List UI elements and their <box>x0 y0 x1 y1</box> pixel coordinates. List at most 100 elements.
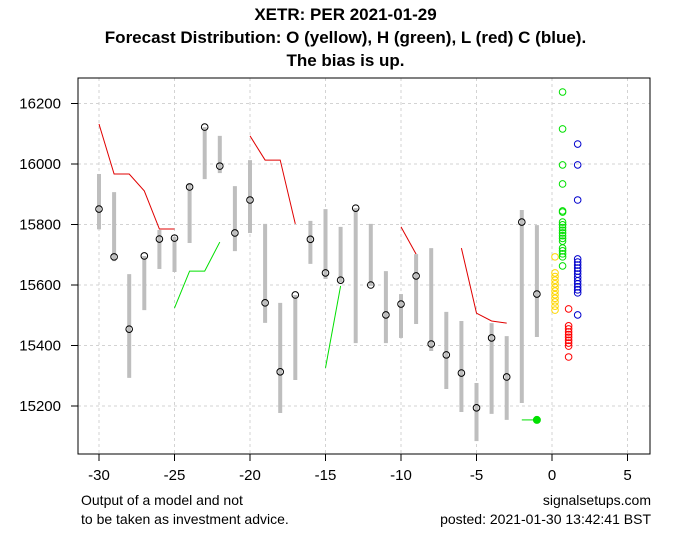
close-marker <box>110 253 118 261</box>
close-marker <box>502 373 511 381</box>
close-marker <box>185 183 194 191</box>
source-site: signalsetups.com <box>542 492 651 508</box>
close-distribution-point <box>573 283 582 291</box>
close-marker <box>140 252 149 260</box>
high-distribution-point <box>558 221 567 229</box>
posted-timestamp: posted: 2021-01-30 13:42:41 BST <box>440 511 651 527</box>
x-tick-label: -20 <box>239 467 261 484</box>
chart-marks <box>95 88 582 442</box>
high-distribution-point <box>558 234 567 243</box>
open-distribution-point <box>551 272 559 281</box>
high-distribution-point <box>558 218 567 226</box>
close-distribution-point <box>573 258 582 266</box>
green-line <box>325 285 342 368</box>
x-tick-label: 5 <box>623 467 631 484</box>
x-tick-label: -30 <box>88 467 110 484</box>
close-distribution-point <box>573 264 582 272</box>
close-marker <box>412 272 420 280</box>
open-distribution-point <box>551 276 559 284</box>
disclaimer-line-1: Output of a model and not <box>81 492 243 508</box>
open-distribution-point <box>551 287 559 295</box>
red-line <box>460 247 507 324</box>
x-tick-label: -10 <box>390 467 412 484</box>
close-marker <box>321 269 330 277</box>
close-marker <box>200 123 209 131</box>
open-distribution-point <box>551 269 559 277</box>
open-distribution-point <box>551 253 559 261</box>
y-tick-label: 15400 <box>19 338 61 355</box>
high-distribution-point <box>558 253 567 261</box>
close-distribution-point <box>573 279 582 288</box>
close-distribution-point <box>573 286 582 294</box>
x-tick-label: -5 <box>470 467 483 484</box>
close-marker <box>216 162 224 170</box>
open-distribution-point <box>551 294 559 303</box>
close-marker <box>351 204 360 212</box>
open-distribution-point <box>551 298 559 306</box>
low-distribution-point <box>564 322 573 330</box>
low-distribution-point <box>564 305 573 313</box>
open-distribution-point <box>551 302 559 310</box>
close-marker <box>231 229 239 237</box>
low-distribution-point <box>564 328 573 336</box>
high-distribution-point <box>558 250 567 258</box>
close-marker <box>336 276 345 284</box>
low-distribution-point <box>564 353 573 361</box>
close-distribution-point <box>573 276 582 285</box>
y-tick-label: 15600 <box>19 277 61 294</box>
low-distribution-point <box>564 339 573 347</box>
high-distribution-point <box>558 244 567 252</box>
close-marker <box>397 300 405 308</box>
plot-frame <box>77 77 651 455</box>
x-tick-label: -25 <box>164 467 186 484</box>
close-marker <box>291 291 300 299</box>
y-tick-label: 16200 <box>19 96 61 113</box>
axes: -30 -25 -20 -15 -10 -5 0 5 15200 15400 15600 15800 1… <box>19 96 631 485</box>
low-distribution-point <box>564 330 573 339</box>
y-tick-label: 15200 <box>19 398 61 415</box>
green-point <box>532 415 541 424</box>
close-marker <box>170 234 179 242</box>
close-marker <box>276 368 285 376</box>
high-distribution-point <box>558 88 567 96</box>
green-line <box>174 241 221 309</box>
high-distribution-point <box>558 223 567 232</box>
source-info: signalsetups.com posted: 2021-01-30 13:4… <box>440 491 651 529</box>
close-marker <box>442 351 451 359</box>
high-distribution-point <box>558 208 567 216</box>
close-distribution-point <box>573 311 582 319</box>
close-marker <box>487 334 496 342</box>
close-distribution-point <box>573 261 582 269</box>
disclaimer: Output of a model and not to be taken as… <box>81 491 289 529</box>
close-marker <box>382 311 390 319</box>
chart-subtitle: Forecast Distribution: O (yellow), H (gr… <box>104 28 587 47</box>
open-distribution-point <box>551 306 559 314</box>
low-distribution-point <box>564 325 573 333</box>
red-line <box>249 135 296 225</box>
high-distribution-point <box>558 226 567 235</box>
high-distribution-point <box>558 262 567 270</box>
close-distribution-point <box>573 161 582 169</box>
close-marker <box>457 369 466 377</box>
close-marker <box>125 325 133 333</box>
close-marker <box>246 196 254 204</box>
close-marker <box>306 235 315 244</box>
close-marker <box>533 290 541 298</box>
grid <box>78 78 650 454</box>
chart-bias-note: The bias is up. <box>286 51 405 70</box>
chart-title: XETR: PER 2021-01-29 <box>254 5 437 24</box>
close-distribution-point <box>573 289 582 297</box>
open-distribution-point <box>551 283 559 292</box>
disclaimer-line-2: to be taken as investment advice. <box>81 511 289 527</box>
close-marker <box>95 205 103 213</box>
x-tick-label: 0 <box>548 467 556 484</box>
y-tick-label: 16000 <box>19 156 61 173</box>
y-tick-label: 15800 <box>19 217 61 234</box>
high-distribution-point <box>558 161 567 169</box>
close-marker <box>261 299 269 307</box>
low-distribution-point <box>564 333 573 342</box>
close-distribution-point <box>573 255 582 263</box>
close-marker <box>367 281 375 289</box>
close-marker <box>518 218 526 226</box>
